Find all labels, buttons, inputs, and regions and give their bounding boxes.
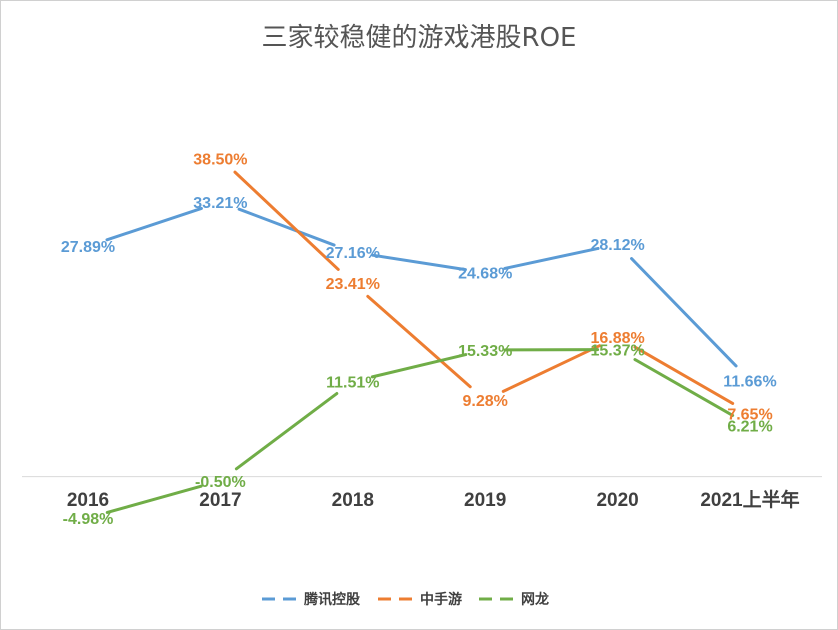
data-label: 11.51% [326, 375, 379, 392]
data-label: 9.28% [463, 393, 508, 410]
data-label: 38.50% [193, 151, 247, 168]
series-segment [503, 246, 600, 270]
chart-title: 三家较稳健的游戏港股ROE [262, 23, 577, 53]
series-segment [233, 170, 340, 271]
data-label: 16.88% [590, 330, 644, 347]
data-label: 24.68% [458, 266, 512, 283]
series-segment [105, 206, 203, 242]
data-label: 27.89% [61, 239, 115, 256]
series-segment [234, 392, 339, 471]
data-label: 28.12% [590, 237, 644, 254]
legend-label: 中手游 [420, 591, 462, 608]
data-label: -0.50% [195, 474, 246, 491]
series-segment [633, 345, 735, 405]
series-segment [501, 344, 602, 393]
x-tick-label: 2020 [596, 490, 638, 511]
x-tick-label: 2016 [67, 490, 109, 511]
data-label: 6.21% [727, 418, 772, 435]
x-tick-label: 2018 [332, 490, 374, 511]
data-label: 11.66% [723, 373, 776, 390]
x-tick-label: 2017 [199, 490, 241, 511]
series-segment [633, 358, 735, 417]
series-segment [371, 253, 467, 272]
series-segment [370, 353, 468, 379]
data-label: 23.41% [326, 276, 380, 293]
legend-label: 腾讯控股 [304, 591, 361, 608]
series-segment [630, 257, 738, 368]
data-label: 27.16% [326, 245, 380, 262]
data-label: 33.21% [193, 195, 247, 212]
data-label: 7.65% [727, 406, 772, 423]
data-label: -4.98% [63, 511, 114, 528]
legend-label: 网龙 [521, 591, 549, 608]
x-tick-label: 2021上半年 [700, 488, 799, 511]
series-segment [366, 294, 472, 389]
data-label: 15.37% [590, 343, 644, 360]
x-tick-label: 2019 [464, 490, 506, 511]
data-label: 15.33% [458, 343, 512, 360]
series-segment [237, 207, 336, 247]
series-segment [105, 484, 203, 514]
